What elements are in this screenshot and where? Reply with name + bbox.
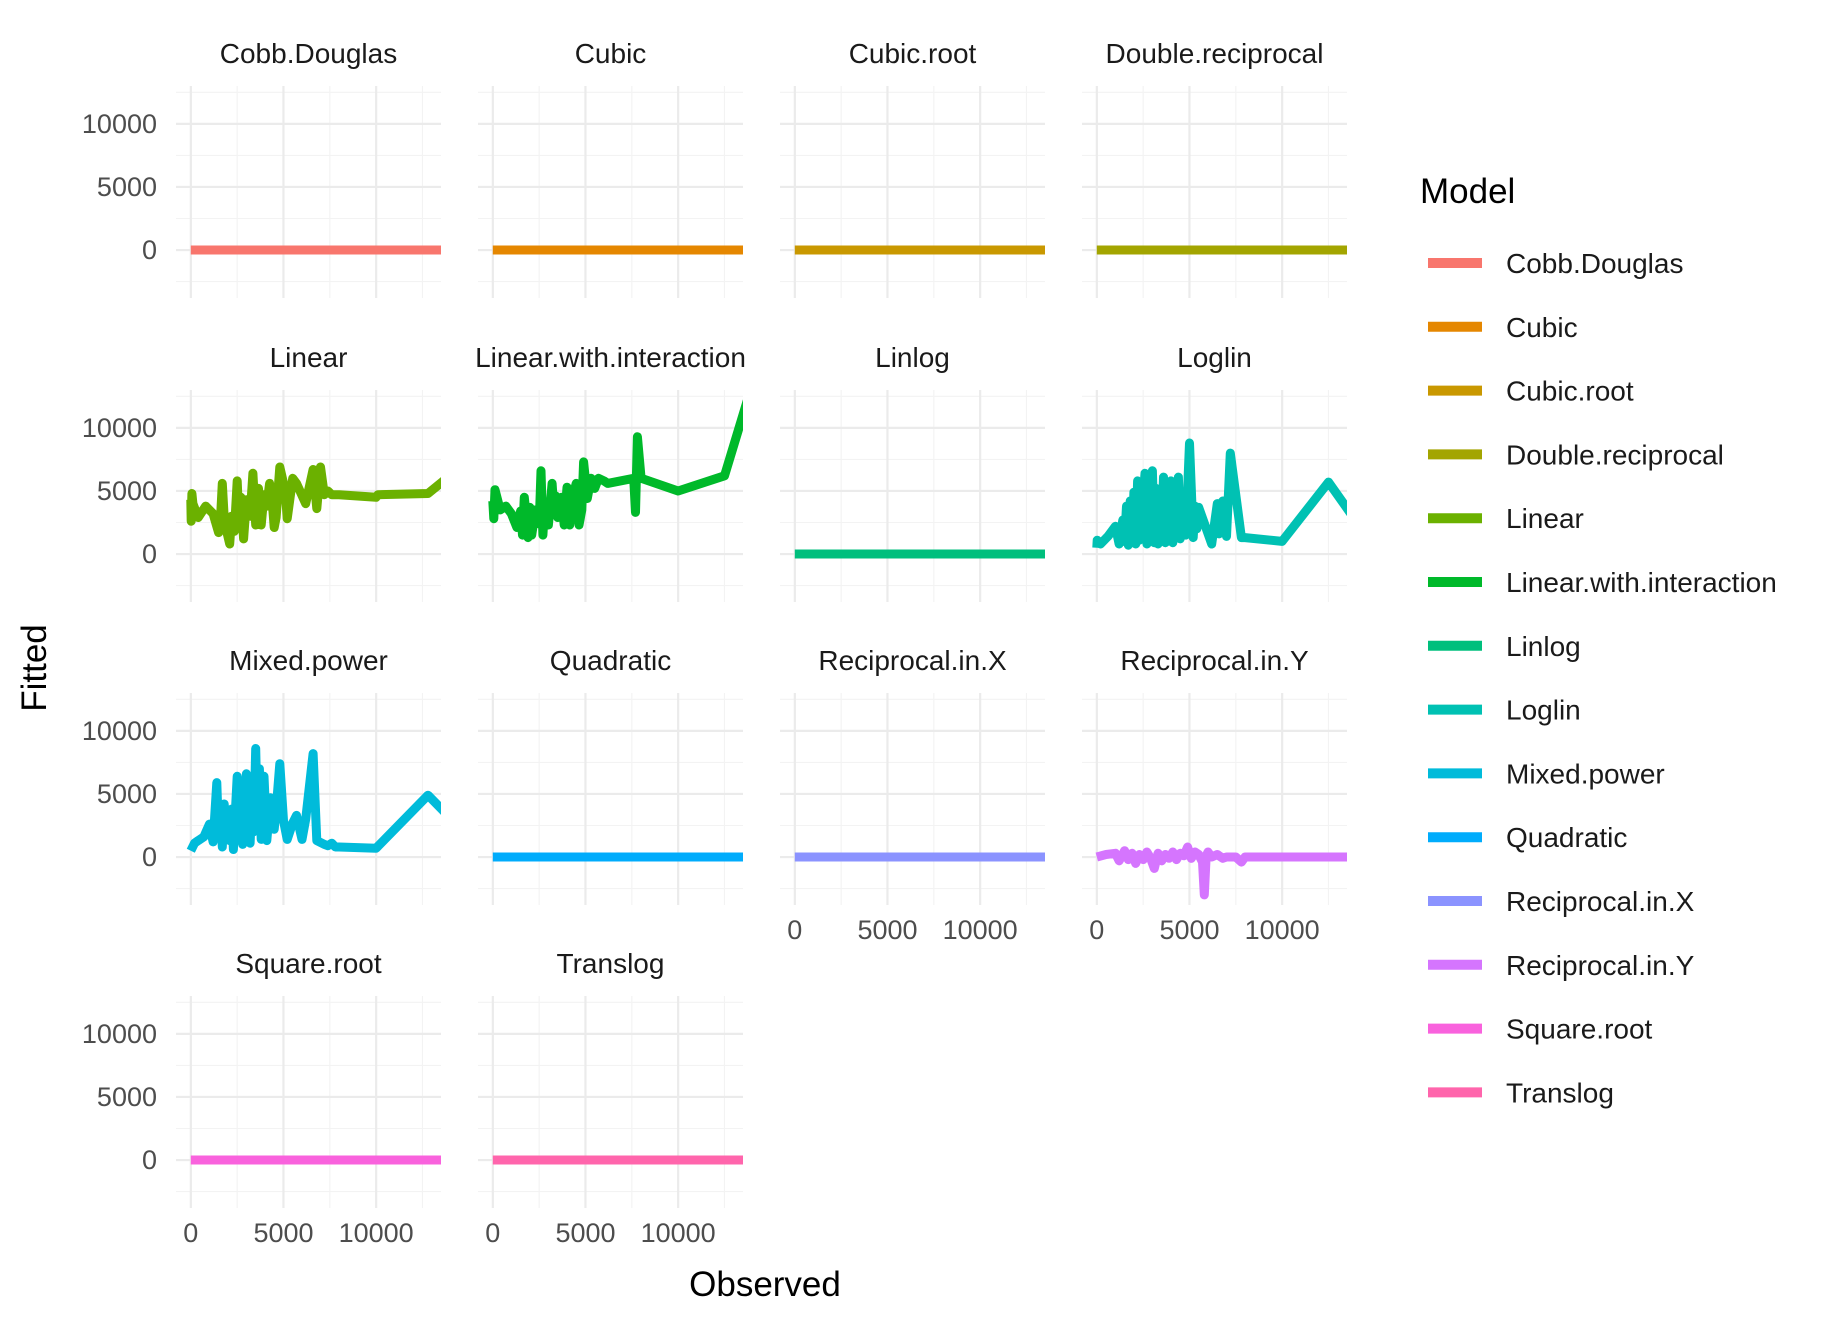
x-tick-label: 0 [1089, 915, 1104, 945]
x-tick-label: 5000 [555, 1218, 615, 1248]
facet-panel: Cubic.root [780, 38, 1045, 298]
facet-panels: Cobb.Douglas 0 5000 10000 Cubic Cubic.root Dou… [82, 38, 1347, 1248]
x-tick-label: 10000 [339, 1218, 414, 1248]
y-tick-label: 0 [142, 235, 157, 265]
y-axis-title: Fitted [15, 624, 54, 712]
facet-strip-label: Cobb.Douglas [220, 38, 397, 69]
x-tick-label: 0 [787, 915, 802, 945]
y-tick-label: 10000 [82, 413, 157, 443]
facet-strip-label: Cubic [575, 38, 647, 69]
facet-strip-label: Translog [557, 948, 665, 979]
y-tick-label: 10000 [82, 716, 157, 746]
x-axis-title: Observed [689, 1265, 841, 1304]
legend: Model Cobb.Douglas Cubic Cubic.root Double.… [1420, 172, 1777, 1108]
facet-panel: Reciprocal.in.Y 0 5000 10000 [1082, 645, 1347, 945]
facet-panel: Mixed.power 0 5000 10000 [82, 645, 441, 905]
y-tick-label: 0 [142, 842, 157, 872]
x-tick-label: 5000 [1159, 915, 1219, 945]
facet-strip-label: Linlog [875, 342, 950, 373]
series-line [1095, 842, 1347, 900]
legend-label: Mixed.power [1506, 758, 1665, 789]
y-tick-label: 5000 [97, 779, 157, 809]
y-tick-label: 5000 [97, 476, 157, 506]
x-tick-label: 0 [183, 1218, 198, 1248]
legend-label: Double.reciprocal [1506, 439, 1724, 470]
series-line [186, 462, 441, 549]
legend-title: Model [1420, 172, 1515, 211]
series-line [186, 744, 441, 854]
legend-label: Translog [1506, 1077, 1614, 1108]
series-line [488, 399, 743, 543]
legend-label: Loglin [1506, 695, 1581, 726]
legend-label: Linlog [1506, 631, 1581, 662]
facet-strip-label: Linear [270, 342, 348, 373]
x-tick-label: 0 [485, 1218, 500, 1248]
facet-strip-label: Reciprocal.in.Y [1120, 645, 1309, 676]
legend-label: Linear.with.interaction [1506, 567, 1777, 598]
x-tick-label: 10000 [943, 915, 1018, 945]
legend-label: Cubic.root [1506, 376, 1634, 407]
facet-strip-label: Mixed.power [229, 645, 388, 676]
facet-strip-label: Loglin [1177, 342, 1252, 373]
series-line [1092, 438, 1347, 550]
legend-label: Cobb.Douglas [1506, 248, 1683, 279]
facet-strip-label: Cubic.root [849, 38, 977, 69]
legend-label: Reciprocal.in.X [1506, 886, 1695, 917]
y-tick-label: 10000 [82, 1019, 157, 1049]
legend-label: Quadratic [1506, 822, 1627, 853]
facet-strip-label: Reciprocal.in.X [818, 645, 1007, 676]
facet-panel: Quadratic [478, 645, 743, 905]
x-tick-label: 10000 [1245, 915, 1320, 945]
facet-panel: Cobb.Douglas 0 5000 10000 [82, 38, 441, 298]
legend-label: Cubic [1506, 312, 1578, 343]
legend-label: Reciprocal.in.Y [1506, 950, 1695, 981]
x-tick-label: 5000 [857, 915, 917, 945]
y-tick-label: 0 [142, 1145, 157, 1175]
facet-panel: Linear 0 5000 10000 [82, 342, 441, 602]
facet-strip-label: Quadratic [550, 645, 671, 676]
facet-panel: Translog 0 5000 10000 [478, 948, 743, 1248]
x-tick-label: 5000 [253, 1218, 313, 1248]
facet-panel: Linear.with.interaction [475, 342, 746, 602]
facet-strip-label: Linear.with.interaction [475, 342, 746, 373]
x-tick-label: 10000 [641, 1218, 716, 1248]
y-tick-label: 0 [142, 539, 157, 569]
facet-panel: Loglin [1082, 342, 1347, 602]
facet-panel: Cubic [478, 38, 743, 298]
legend-label: Linear [1506, 503, 1584, 534]
legend-label: Square.root [1506, 1014, 1653, 1045]
facet-panel: Linlog [780, 342, 1045, 602]
facet-strip-label: Double.reciprocal [1106, 38, 1324, 69]
y-tick-label: 10000 [82, 109, 157, 139]
facet-panel: Double.reciprocal [1082, 38, 1347, 298]
y-tick-label: 5000 [97, 1082, 157, 1112]
facet-strip-label: Square.root [235, 948, 382, 979]
facet-panel: Reciprocal.in.X 0 5000 10000 [780, 645, 1045, 945]
y-tick-label: 5000 [97, 172, 157, 202]
facet-panel: Square.root 0 5000 10000 0 5000 10000 [82, 948, 441, 1248]
